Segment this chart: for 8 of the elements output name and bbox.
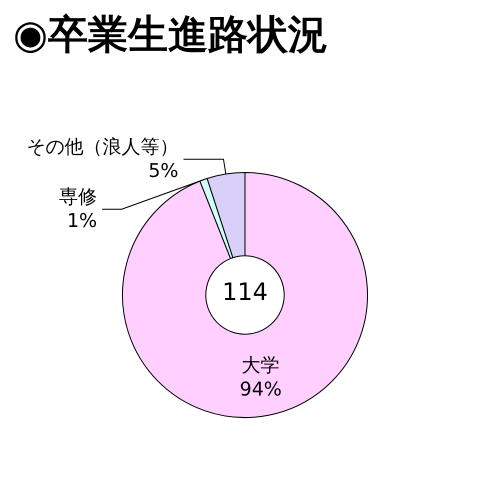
chart-title: ◉卒業生進路状況 <box>13 12 328 58</box>
data-label: 5% <box>148 160 178 182</box>
slice-label: その他（浪人等） <box>26 136 178 158</box>
data-label: 94% <box>240 378 282 400</box>
text: 114 <box>222 278 268 306</box>
slice-label: 大学 <box>242 354 280 376</box>
data-label: 1% <box>66 210 98 232</box>
slice-label: 専修 <box>59 186 98 208</box>
